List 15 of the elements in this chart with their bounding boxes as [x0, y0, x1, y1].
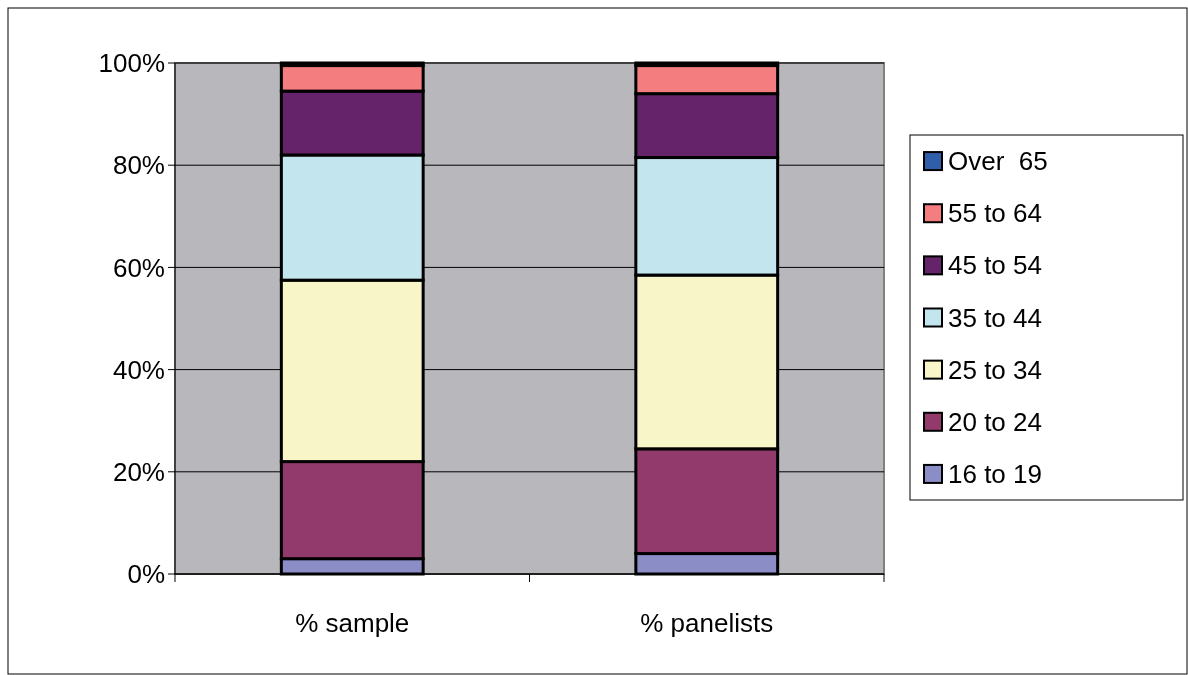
y-tick-label: 0%: [127, 559, 165, 590]
legend-label: 55 to 64: [948, 198, 1042, 229]
y-tick-label: 40%: [112, 354, 165, 385]
legend-label: Over 65: [948, 146, 1048, 177]
legend-label: 20 to 24: [948, 406, 1042, 437]
y-tick-label: 60%: [112, 252, 165, 283]
legend-label: 25 to 34: [948, 354, 1042, 385]
y-tick-label: 20%: [112, 456, 165, 487]
legend-label: 16 to 19: [948, 459, 1042, 490]
y-tick-label: 100%: [98, 48, 165, 79]
x-tick-label: % sample: [295, 608, 410, 638]
legend-label: 45 to 54: [948, 250, 1042, 281]
y-tick-label: 80%: [112, 150, 165, 181]
x-tick-label: % panelists: [640, 608, 774, 638]
legend-label: 35 to 44: [948, 302, 1042, 333]
